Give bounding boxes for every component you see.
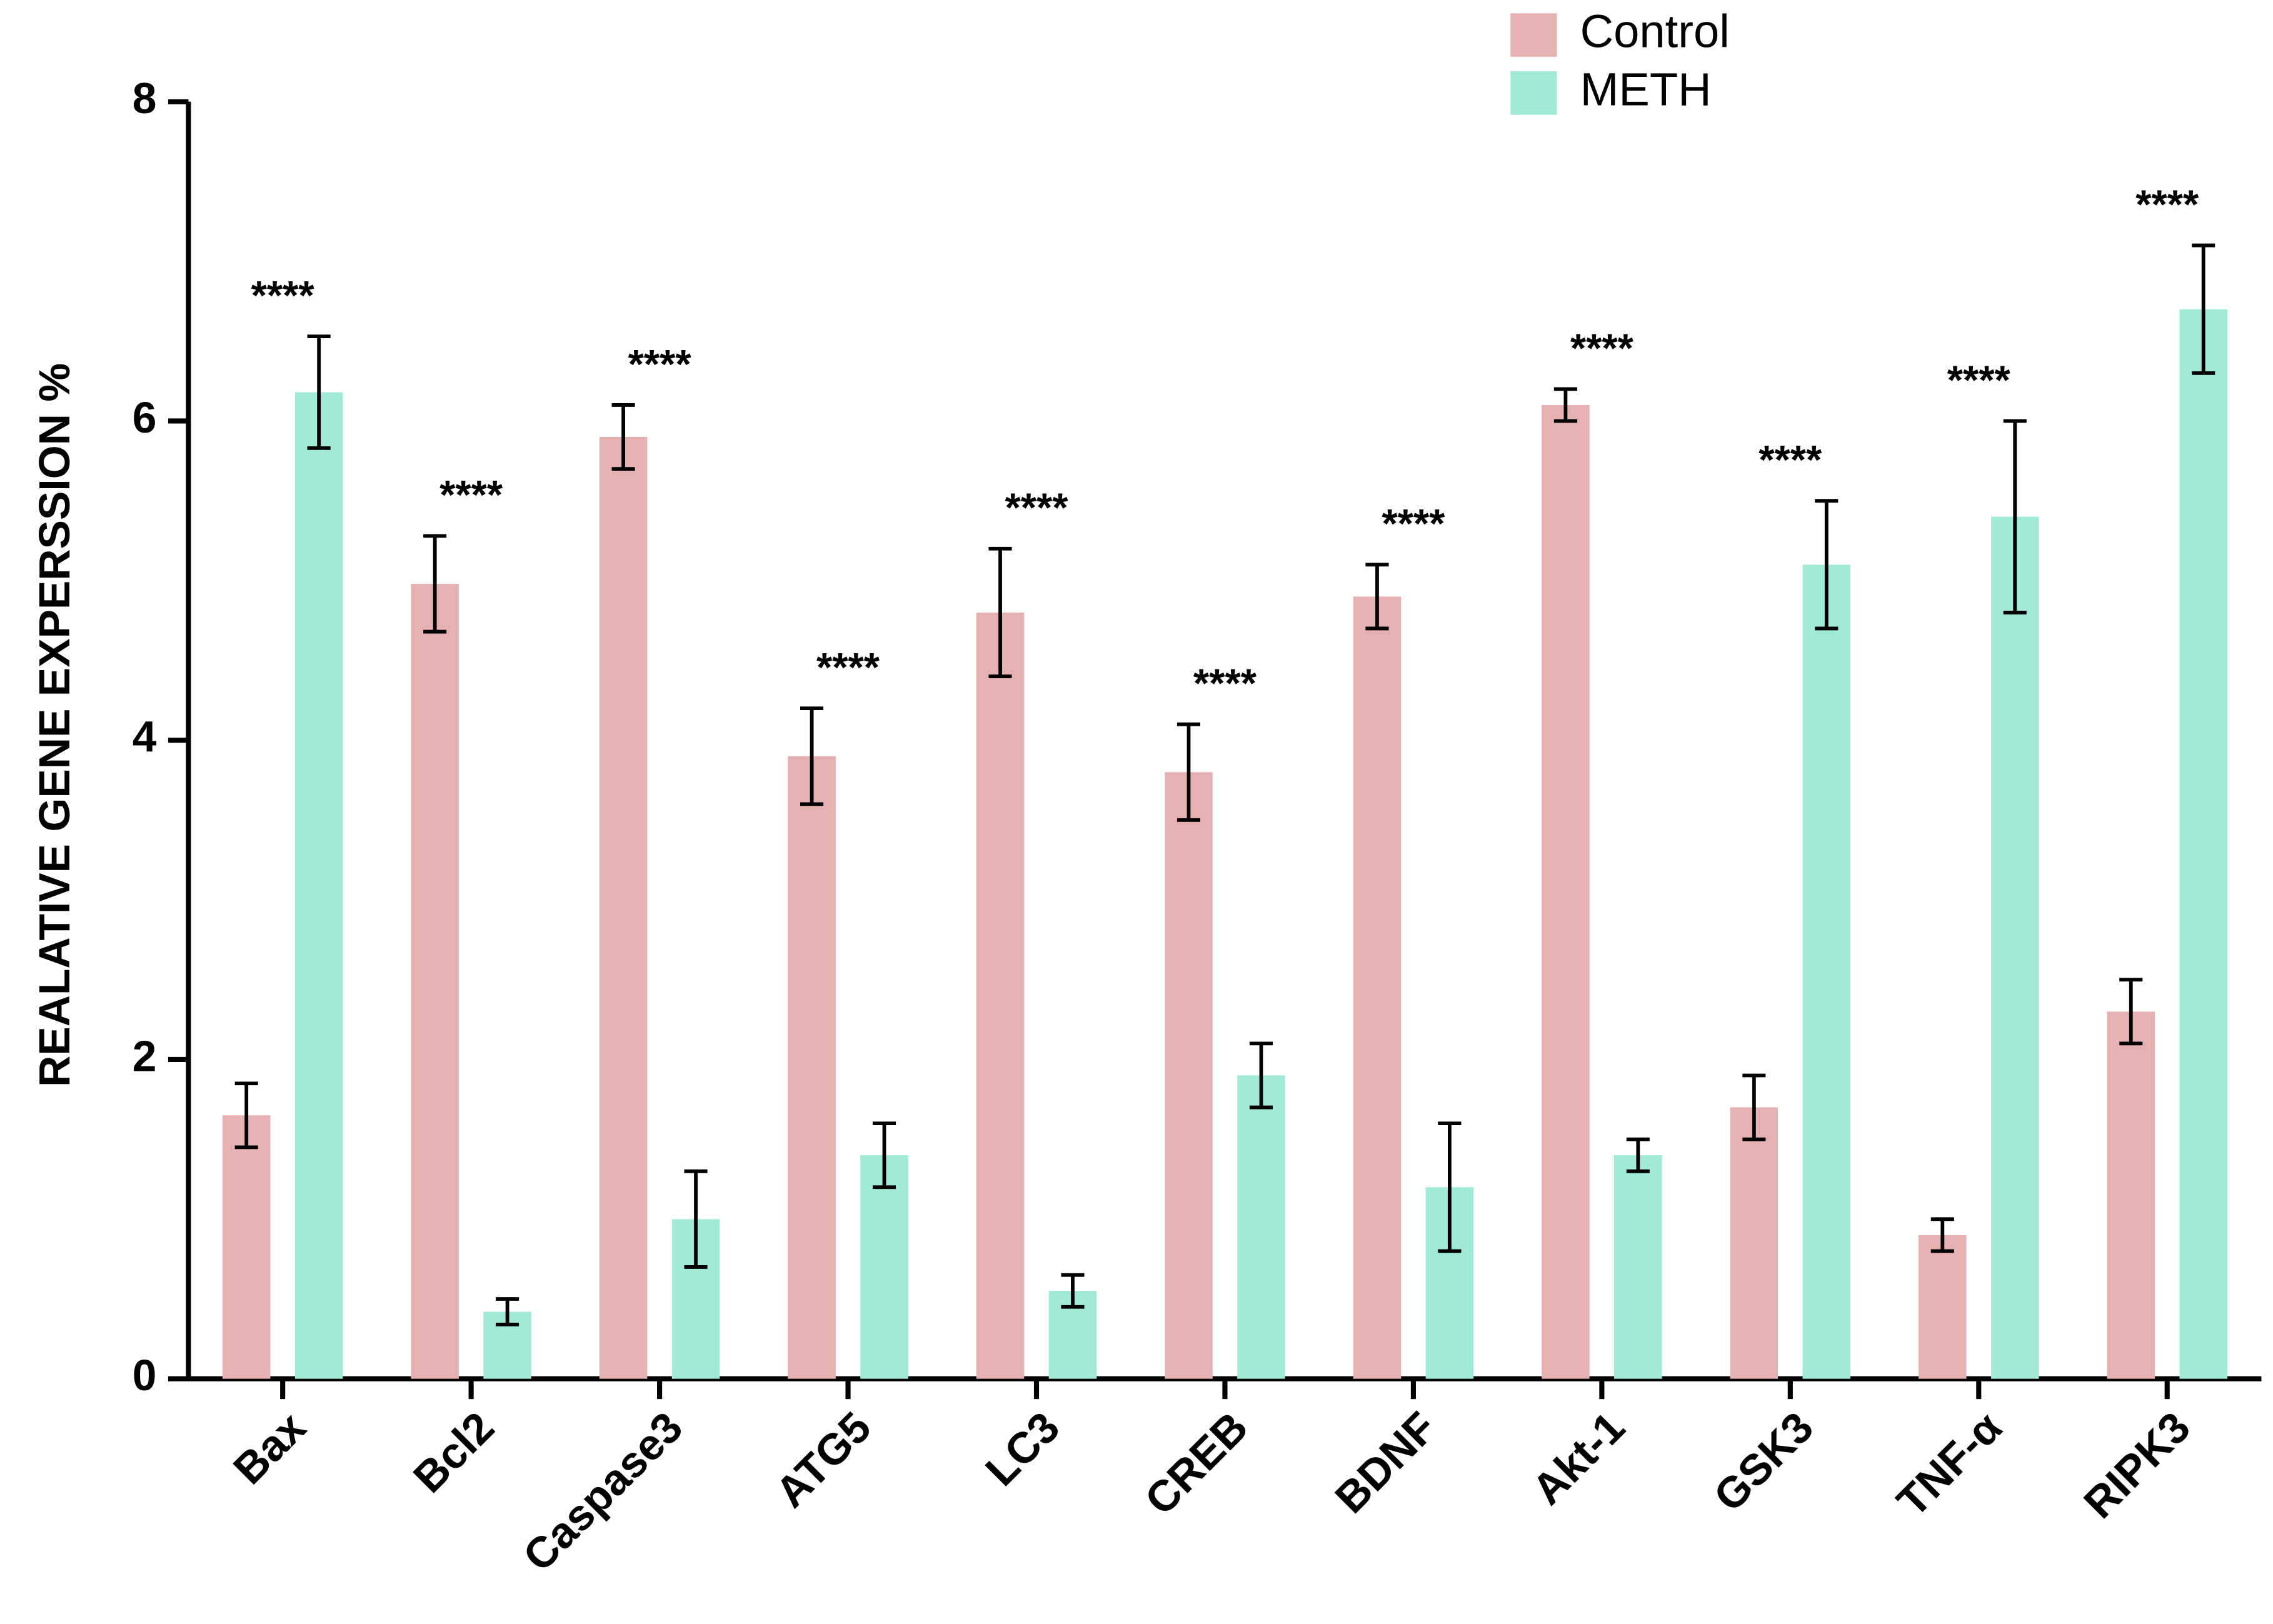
y-axis-label: REALATIVE GENE EXPERSSION % xyxy=(30,363,79,1087)
legend-swatch xyxy=(1510,13,1557,57)
bar xyxy=(1919,1235,1967,1379)
error-bar xyxy=(1553,387,1577,423)
significance-label: **** xyxy=(1382,501,1445,546)
error-bar xyxy=(1930,1217,1954,1253)
y-tick-label: 6 xyxy=(133,393,157,442)
x-tick-label: ATG5 xyxy=(766,1403,880,1517)
error-bar xyxy=(800,706,824,806)
error-bar xyxy=(611,403,635,471)
x-tick-label: TNF-α xyxy=(1887,1403,2011,1526)
bar xyxy=(2107,1011,2155,1379)
bar xyxy=(1353,596,1402,1379)
error-bar xyxy=(1742,1073,1766,1141)
significance-label: **** xyxy=(1570,325,1634,371)
significance-label: **** xyxy=(628,341,692,387)
bar xyxy=(294,392,343,1379)
error-bar xyxy=(496,1297,519,1326)
bar xyxy=(411,583,459,1379)
bar xyxy=(599,437,648,1379)
significance-label: **** xyxy=(816,644,880,690)
significance-label: **** xyxy=(1947,357,2011,403)
y-tick-label: 0 xyxy=(133,1351,157,1400)
error-bar xyxy=(684,1169,708,1269)
error-bar xyxy=(2119,978,2143,1046)
significance-label: **** xyxy=(2135,181,2199,227)
x-tick-label: BDNF xyxy=(1326,1403,1446,1523)
x-tick-label: LC3 xyxy=(976,1403,1068,1495)
legend-label: Control xyxy=(1580,6,1730,58)
y-tick-label: 2 xyxy=(133,1031,157,1080)
error-bar xyxy=(1626,1137,1650,1173)
bar xyxy=(2179,309,2227,1379)
x-tick-label: RIPK3 xyxy=(2074,1403,2199,1528)
significance-label: **** xyxy=(1193,661,1257,706)
error-bar xyxy=(1249,1041,1273,1110)
significance-label: **** xyxy=(1005,485,1068,531)
x-tick-label: Caspase3 xyxy=(514,1403,692,1581)
bar xyxy=(1165,772,1213,1379)
error-bar xyxy=(2003,419,2027,614)
legend-swatch xyxy=(1510,71,1557,115)
bar xyxy=(1614,1155,1662,1379)
error-bar xyxy=(1365,563,1389,631)
y-tick-label: 4 xyxy=(133,713,157,761)
x-tick-label: Bax xyxy=(224,1402,315,1493)
bar xyxy=(1802,564,1851,1379)
x-tick-label: GSK3 xyxy=(1704,1403,1822,1521)
bar xyxy=(1730,1107,1779,1379)
x-tick-label: CREB xyxy=(1135,1403,1257,1524)
significance-label: **** xyxy=(251,273,315,318)
significance-label: **** xyxy=(439,472,503,518)
bar xyxy=(1990,516,2039,1379)
error-bar xyxy=(2192,243,2215,375)
error-bar xyxy=(423,534,447,634)
bar xyxy=(1237,1075,1285,1379)
bar xyxy=(222,1115,271,1379)
error-bar xyxy=(234,1081,258,1150)
error-bar xyxy=(1061,1273,1085,1309)
bar xyxy=(860,1155,908,1379)
error-bar xyxy=(1438,1121,1462,1253)
error-bar xyxy=(1815,499,1839,631)
y-tick-label: 8 xyxy=(133,74,157,123)
error-bar xyxy=(988,546,1012,678)
significance-label: **** xyxy=(1759,437,1822,483)
x-tick-label: Bcl2 xyxy=(404,1403,503,1502)
bar xyxy=(976,612,1025,1379)
error-bar xyxy=(307,334,331,450)
legend-label: METH xyxy=(1580,63,1712,115)
bar xyxy=(1542,404,1590,1379)
error-bar xyxy=(872,1121,896,1190)
bar xyxy=(788,756,836,1379)
error-bar xyxy=(1177,722,1201,822)
x-tick-label: Akt-1 xyxy=(1523,1403,1634,1514)
